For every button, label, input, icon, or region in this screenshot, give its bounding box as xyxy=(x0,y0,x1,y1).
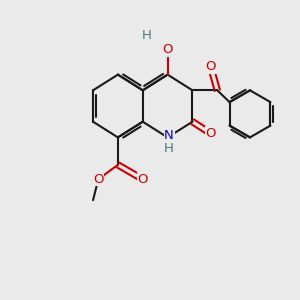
Text: N: N xyxy=(164,129,174,142)
Text: H: H xyxy=(142,29,152,42)
Text: O: O xyxy=(162,43,173,56)
Text: O: O xyxy=(93,173,104,186)
Text: O: O xyxy=(206,127,216,140)
Text: H: H xyxy=(164,142,174,155)
Text: O: O xyxy=(206,60,216,73)
Text: O: O xyxy=(137,173,148,186)
